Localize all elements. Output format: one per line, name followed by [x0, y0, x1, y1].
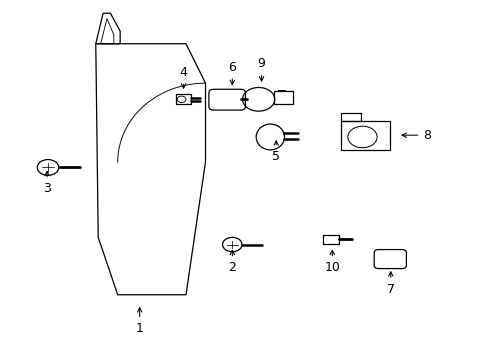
Text: 8: 8 — [401, 129, 430, 142]
Polygon shape — [96, 44, 205, 295]
Text: 2: 2 — [228, 250, 236, 274]
Text: 10: 10 — [324, 250, 340, 274]
Text: 7: 7 — [386, 272, 394, 296]
Text: 9: 9 — [257, 57, 265, 81]
Text: 6: 6 — [228, 60, 236, 85]
Polygon shape — [96, 13, 120, 44]
Text: 1: 1 — [136, 308, 143, 335]
Text: 5: 5 — [272, 141, 280, 163]
Text: 4: 4 — [179, 66, 187, 88]
Text: 3: 3 — [43, 171, 51, 195]
